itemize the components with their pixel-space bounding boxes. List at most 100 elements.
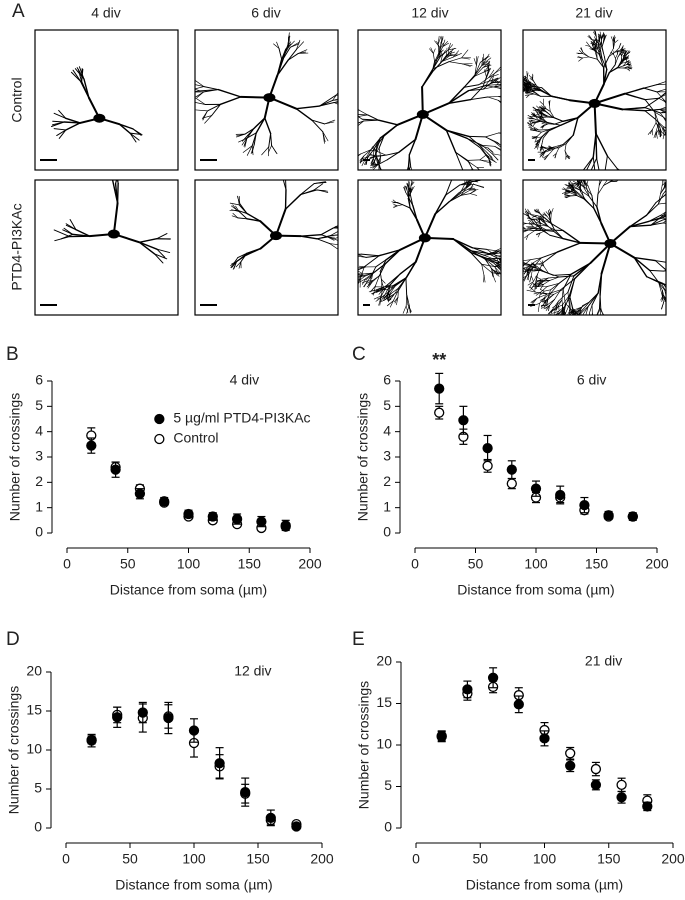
dendrite [669,216,674,217]
dendrite [671,305,673,312]
dendrite [389,285,396,295]
dendrite [539,117,544,119]
dendrite [671,192,673,197]
dendrite [595,31,597,37]
dendrite [573,182,579,186]
dendrite [367,148,375,159]
dendrite [681,224,685,225]
dendrite [612,36,615,42]
dendrite [592,156,596,170]
dendrite [389,300,394,308]
dendrite [676,105,681,106]
dendrite [677,286,681,288]
dendrite [676,115,679,118]
dendrite [604,34,607,40]
dendrite [380,295,385,303]
dendrite [238,196,241,205]
neuron [229,180,338,270]
dendrite [681,225,685,229]
dendrite [533,291,542,295]
dendrite [495,255,501,257]
y-axis-label: Number of crossings [6,686,22,814]
dendrite [543,300,547,308]
dendrite [674,92,680,94]
dendrite [528,217,534,221]
dendrite [349,254,356,256]
dendrite [546,298,549,307]
dendrite [195,84,205,87]
dendrite [533,273,538,282]
dendrite [541,129,550,138]
dendrite [665,122,666,123]
dendrite [681,222,685,226]
dendrite [329,243,338,250]
dendrite [600,37,602,47]
dendrite [674,87,679,89]
neuron [349,180,501,314]
dendrite [528,222,534,227]
dendrite [673,224,679,228]
dendrite [623,50,625,56]
dendrite [590,319,592,322]
dendrite [569,192,578,197]
dendrite [195,90,201,93]
dendrite [358,254,367,258]
dendrite [675,293,677,298]
dendrite [679,223,681,228]
dendrite [469,193,478,196]
chart-title: 12 div [234,663,271,679]
dendrite [672,84,680,91]
dendrite [680,284,685,286]
dendrite [529,281,534,288]
dendrite [673,85,679,86]
dendrite [671,105,678,109]
dendrite [359,275,366,281]
dendrite [498,257,501,259]
dendrite [523,75,528,79]
dendrite [536,105,540,110]
dendrite [282,180,287,191]
dendrite [598,324,599,328]
data-point [112,712,123,723]
dendrite [498,95,501,97]
dendrite [668,305,673,312]
dendrite [487,60,490,74]
dendrite [676,299,681,303]
dendrite [646,276,662,284]
dendrite [534,221,541,224]
dendrite [536,293,548,299]
dendrite [671,305,675,312]
dendrite [352,127,357,133]
dendrite [465,180,469,188]
dendrite [392,199,397,203]
dendrite [662,217,666,220]
dendrite [674,187,680,192]
dendrite [448,44,454,51]
dendrite [674,221,683,223]
dendrite [530,265,541,271]
dendrite [654,260,666,271]
dendrite [660,185,663,194]
dendrite [537,282,543,287]
dendrite [458,187,467,194]
dendrite [532,215,538,218]
dendrite [675,261,684,266]
dendrite [603,180,608,186]
dendrite [656,81,666,86]
dendrite [568,183,574,187]
dendrite [532,117,540,122]
dendrite [675,91,681,92]
dendrite [237,196,240,206]
soma [269,231,282,241]
dendrite [583,169,585,170]
dendrite [493,77,501,83]
dendrite [679,208,685,210]
dendrite [242,145,253,153]
dendrite [661,181,666,186]
dendrite [531,262,543,266]
dendrite [471,247,489,254]
dendrite [672,89,676,91]
dendrite [671,286,678,292]
dendrite [528,87,541,90]
dendrite [676,299,679,304]
